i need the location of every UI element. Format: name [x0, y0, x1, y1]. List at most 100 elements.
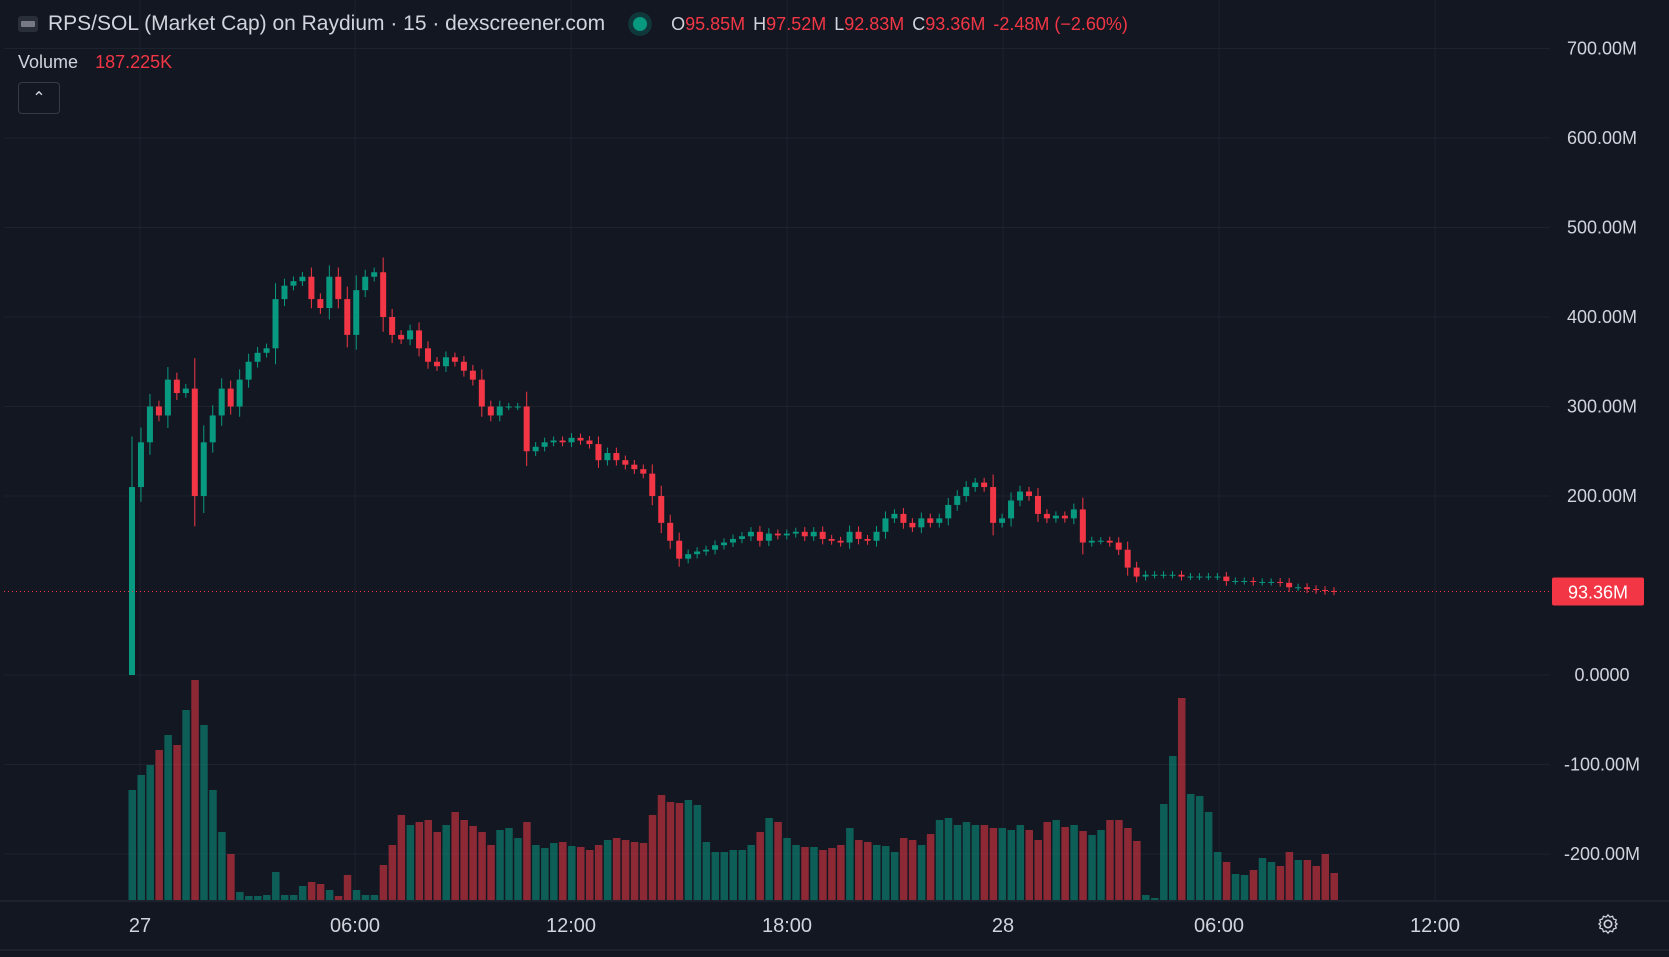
volume-bar: [227, 854, 235, 900]
candle: [1008, 500, 1015, 519]
candle: [550, 440, 557, 443]
candle: [1061, 515, 1068, 519]
candle: [416, 330, 423, 349]
volume-bar: [666, 802, 675, 900]
volume-bar: [280, 895, 289, 900]
volume-bar: [720, 852, 729, 900]
candle: [460, 361, 467, 371]
volume-bar: [164, 735, 172, 900]
candle: [209, 415, 216, 443]
volume-bar: [1142, 895, 1150, 900]
candle: [810, 531, 817, 537]
volume-bar: [1034, 840, 1042, 900]
x-tick-label: 27: [129, 915, 151, 937]
volume-bar: [298, 886, 307, 900]
volume-bar: [792, 845, 800, 900]
candle: [146, 406, 153, 443]
volume-bar: [316, 884, 325, 900]
ohlc-readout: O95.85M H97.52M L92.83M C93.36M -2.48M (…: [671, 13, 1128, 34]
volume-bar: [1285, 852, 1294, 900]
volume-bar: [200, 725, 208, 900]
candle: [649, 473, 656, 496]
candle: [658, 496, 665, 523]
volume-bar: [1177, 698, 1186, 900]
volume-bar: [1169, 756, 1177, 900]
volume-bar: [864, 842, 872, 900]
candle: [631, 464, 638, 470]
volume-bar: [370, 895, 379, 900]
volume-bar: [1249, 870, 1258, 900]
volume-bar: [603, 840, 612, 900]
y-tick-label: 500.00M: [1567, 218, 1637, 238]
volume-bar: [917, 845, 926, 900]
volume-bar: [209, 790, 217, 900]
volume-bar: [361, 895, 370, 900]
ohlc-change: -2.48M (−2.60%): [993, 13, 1128, 34]
ohlc-high: 97.52M: [766, 13, 827, 34]
candle: [765, 533, 772, 541]
volume-bar: [550, 843, 558, 900]
volume-bar: [1258, 858, 1267, 900]
candle: [828, 538, 835, 541]
volume-bar: [406, 825, 415, 900]
candle: [747, 531, 754, 537]
volume-bar: [693, 805, 702, 900]
candle: [317, 299, 324, 309]
volume-bar: [1204, 812, 1213, 900]
collapse-legend-button[interactable]: ⌃: [18, 82, 60, 114]
ohlc-open: 95.85M: [685, 13, 746, 34]
candle: [568, 437, 575, 443]
candle: [586, 440, 593, 445]
volume-bar: [810, 847, 818, 900]
candle: [281, 285, 288, 300]
candle: [407, 330, 414, 340]
volume-bar: [245, 896, 253, 900]
candle: [433, 361, 440, 367]
volume-bar: [263, 895, 271, 900]
candle: [469, 370, 476, 380]
candle: [595, 444, 602, 461]
chevron-up-icon: ⌃: [32, 90, 46, 107]
candle: [559, 440, 566, 443]
candle: [1313, 589, 1320, 591]
volume-bar: [612, 838, 621, 900]
volume-bar: [128, 790, 136, 900]
volume-bar: [487, 845, 495, 900]
volume-bar: [352, 890, 361, 900]
volume-bar: [729, 850, 737, 900]
volume-bar: [648, 815, 657, 900]
candle: [290, 281, 297, 286]
candle: [1196, 576, 1203, 578]
candle: [972, 482, 979, 488]
volume-bar: [846, 828, 854, 900]
volume-bar: [783, 838, 791, 900]
settings-gear-icon[interactable]: [1597, 913, 1619, 935]
candle: [1268, 581, 1275, 583]
volume-bar: [505, 828, 513, 900]
token-logo-icon: [18, 16, 38, 32]
market-status-icon: [633, 17, 648, 31]
candle: [792, 531, 799, 534]
candle: [622, 460, 629, 465]
candle: [1133, 567, 1140, 577]
volume-bar: [1052, 820, 1060, 900]
volume-bar: [218, 832, 226, 900]
candle: [164, 379, 171, 416]
candle: [1205, 576, 1212, 578]
volume-bar: [1070, 825, 1078, 900]
volume-bar: [684, 800, 693, 900]
volume-bar: [343, 875, 352, 900]
y-tick-label: 0.0000: [1574, 665, 1629, 685]
volume-bar: [998, 828, 1007, 900]
candle: [846, 531, 853, 543]
candle: [837, 540, 844, 543]
candle: [362, 276, 369, 291]
candle: [694, 551, 701, 555]
candle: [721, 542, 728, 546]
y-tick-label: -200.00M: [1564, 844, 1640, 864]
volume-bar: [756, 832, 764, 900]
candle: [1160, 574, 1167, 576]
candle: [676, 540, 683, 559]
volume-bar: [451, 812, 459, 900]
